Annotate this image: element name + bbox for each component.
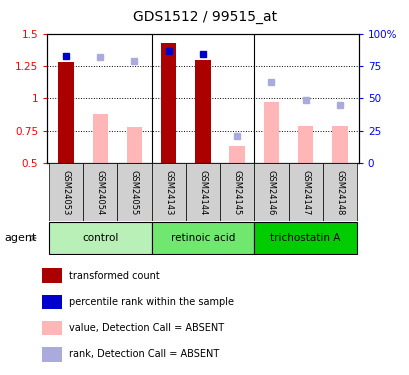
Bar	[263, 102, 279, 163]
Text: percentile rank within the sample: percentile rank within the sample	[68, 297, 233, 307]
Text: retinoic acid: retinoic acid	[170, 233, 235, 243]
Text: GSM24145: GSM24145	[232, 170, 241, 215]
Bar	[49, 163, 83, 221]
Bar	[117, 163, 151, 221]
Bar	[83, 163, 117, 221]
Bar	[161, 43, 176, 163]
Bar	[49, 222, 151, 254]
Text: GSM24055: GSM24055	[130, 170, 139, 215]
Bar	[254, 222, 356, 254]
Text: rank, Detection Call = ABSENT: rank, Detection Call = ABSENT	[68, 350, 218, 359]
Bar	[254, 163, 288, 221]
Text: agent: agent	[4, 233, 36, 243]
Bar	[126, 127, 142, 163]
Bar	[288, 163, 322, 221]
Text: GSM24054: GSM24054	[95, 170, 104, 215]
Text: GSM24144: GSM24144	[198, 170, 207, 215]
Text: transformed count: transformed count	[68, 271, 159, 280]
Bar	[151, 222, 254, 254]
Bar	[92, 114, 108, 163]
Bar	[185, 163, 220, 221]
Bar	[322, 163, 356, 221]
Bar	[195, 60, 210, 163]
Bar	[43, 321, 61, 335]
Bar	[220, 163, 254, 221]
Text: GSM24148: GSM24148	[335, 170, 344, 215]
Bar	[331, 126, 347, 163]
Text: trichostatin A: trichostatin A	[270, 233, 340, 243]
Text: GSM24146: GSM24146	[266, 170, 275, 215]
Bar	[58, 62, 74, 163]
Bar	[151, 163, 185, 221]
Text: GSM24053: GSM24053	[61, 170, 70, 215]
Text: value, Detection Call = ABSENT: value, Detection Call = ABSENT	[68, 323, 223, 333]
Text: control: control	[82, 233, 118, 243]
Bar	[43, 295, 61, 309]
Text: GSM24143: GSM24143	[164, 170, 173, 215]
Text: GSM24147: GSM24147	[301, 170, 310, 215]
Bar	[297, 126, 312, 163]
Text: GDS1512 / 99515_at: GDS1512 / 99515_at	[133, 10, 276, 24]
Bar	[43, 268, 61, 283]
Bar	[229, 146, 244, 163]
Bar	[43, 347, 61, 362]
